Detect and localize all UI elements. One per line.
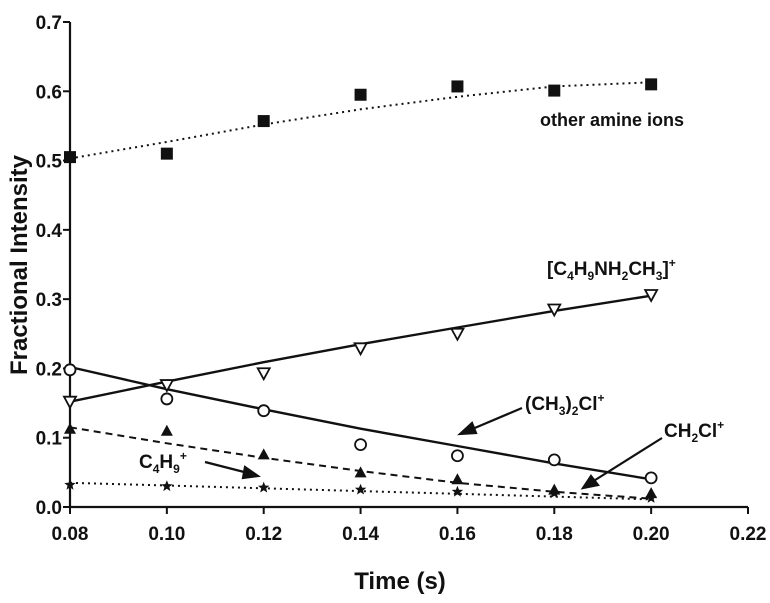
data-point-s3-4	[451, 473, 464, 485]
annotation-dimethylchloronium: (CH3)2Cl+	[525, 391, 605, 418]
y-tick-label-0: 0.0	[36, 498, 62, 519]
data-point-s4-0	[64, 478, 76, 490]
data-point-s2-4	[451, 449, 464, 463]
annotation-other-amine-ions: other amine ions	[540, 110, 684, 130]
y-tick-label-1: 0.1	[36, 429, 63, 450]
data-point-s4-5	[548, 487, 560, 498]
x-tick-label-6: 0.20	[633, 524, 670, 545]
data-point-s0-4	[451, 80, 464, 93]
data-point-s2-5	[547, 453, 561, 467]
arrow-butyl-cation	[204, 460, 249, 475]
y-tick-label-3: 0.3	[36, 290, 62, 311]
data-point-s2-6	[644, 471, 658, 485]
x-tick-label-4: 0.16	[439, 524, 476, 545]
data-point-s4-4	[451, 485, 464, 497]
y-tick-label-2: 0.2	[36, 359, 62, 380]
fit-lines	[69, 81, 652, 501]
y-tick-label-7: 0.7	[36, 13, 62, 34]
data-point-s1-3	[353, 342, 369, 357]
arrowhead-dimethylchloronium	[456, 421, 478, 436]
data-point-s3-0	[64, 422, 76, 434]
arrow-dimethylchloronium	[469, 406, 523, 432]
data-point-s3-1	[160, 424, 173, 436]
annotation-arrows	[204, 406, 663, 490]
data-point-s3-3	[354, 466, 367, 478]
y-tick-label-5: 0.5	[36, 152, 63, 173]
x-tick-label-2: 0.12	[245, 524, 282, 545]
data-markers	[62, 78, 659, 503]
data-point-s1-6	[643, 289, 659, 303]
arrowhead-chloromethyl	[580, 474, 600, 490]
arrow-chloromethyl	[591, 437, 663, 483]
y-axis-title: Fractional Intensity	[6, 154, 33, 375]
data-point-s0-5	[548, 84, 561, 97]
data-point-s4-1	[161, 480, 173, 492]
data-point-s1-1	[159, 379, 175, 393]
data-point-s2-3	[354, 438, 367, 452]
y-tick-label-6: 0.6	[36, 82, 62, 103]
x-tick-label-3: 0.14	[342, 524, 379, 545]
x-tick-label-1: 0.10	[148, 524, 185, 545]
data-point-s3-2	[257, 448, 270, 460]
y-tick-label-4: 0.4	[36, 221, 63, 242]
data-point-s1-5	[546, 303, 562, 318]
x-tick-label-5: 0.18	[536, 524, 573, 545]
data-point-s4-2	[258, 481, 270, 493]
annotation-butyl-cation: C4H9+	[139, 449, 187, 476]
data-point-s0-2	[257, 115, 270, 128]
data-point-s1-4	[449, 327, 465, 342]
data-point-s1-2	[256, 367, 272, 382]
annotation-chloromethyl: CH2Cl+	[664, 418, 724, 445]
data-point-s2-0	[63, 363, 77, 377]
annotation-butylmethylammonium: [C4H9NH2CH3]+	[547, 256, 676, 283]
arrowhead-butyl-cation	[241, 465, 261, 480]
x-tick-label-0: 0.08	[52, 524, 89, 545]
tick-group: 0.08 0.10 0.12 0.14 0.16 0.18 0.20 0.22 0.0 0.1 0.…	[36, 13, 767, 545]
x-tick-label-7: 0.22	[730, 524, 767, 545]
data-point-s1-0	[62, 395, 78, 410]
data-point-s4-6	[645, 492, 657, 503]
x-axis-title: Time (s)	[354, 568, 446, 595]
fit-line-0	[69, 81, 652, 160]
data-point-s0-1	[160, 147, 173, 160]
data-point-s2-2	[257, 404, 271, 418]
data-point-s0-6	[645, 78, 658, 91]
data-point-s2-1	[160, 392, 174, 406]
data-point-s4-3	[354, 483, 367, 495]
data-point-s0-3	[354, 88, 367, 101]
data-point-s0-0	[64, 151, 76, 164]
